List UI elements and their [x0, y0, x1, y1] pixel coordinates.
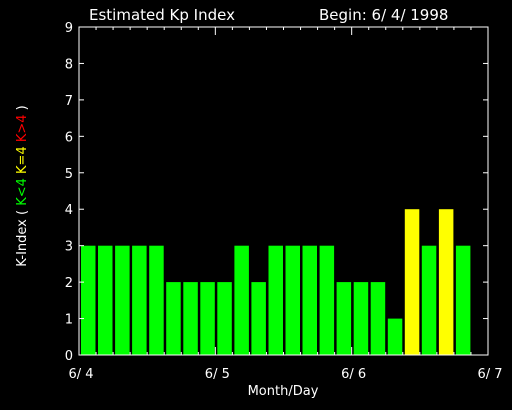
kp-bar [370, 282, 386, 355]
y-axis-label-part: K-Index ( [15, 210, 30, 267]
y-axis-label: K-Index ( K<4 K=4 K>4 ) [15, 105, 30, 267]
kp-bar [438, 209, 454, 355]
x-axis-label: Month/Day [248, 384, 319, 399]
kp-bar [353, 282, 369, 355]
kp-bar [115, 245, 130, 355]
chart-title: Estimated Kp Index [89, 6, 235, 24]
kp-bar [166, 282, 181, 355]
kp-bar [132, 245, 147, 355]
kp-bar [183, 282, 198, 355]
y-tick-label: 3 [65, 240, 73, 255]
y-tick-label: 7 [65, 94, 73, 109]
x-tick-label: 6/ 4 [68, 367, 93, 382]
kp-bar [251, 282, 266, 355]
y-axis-label-part: K>4 [15, 114, 30, 146]
y-tick-label: 9 [65, 21, 73, 36]
kp-bar [319, 245, 335, 355]
kp-bar [404, 209, 420, 355]
y-tick-label: 0 [65, 349, 73, 364]
kp-bar [285, 245, 300, 355]
y-tick-label: 8 [65, 57, 73, 72]
kp-bar [81, 245, 96, 355]
kp-bar [455, 245, 471, 355]
y-tick-label: 1 [65, 313, 73, 328]
y-tick-label: 5 [65, 167, 73, 182]
x-tick-label: 6/ 7 [477, 367, 502, 382]
y-tick-label: 4 [65, 203, 73, 218]
y-axis-label-part: ) [15, 105, 30, 114]
kp-bar [387, 318, 403, 355]
kp-bar [421, 245, 437, 355]
kp-bar [234, 245, 249, 355]
begin-date-label: Begin: 6/ 4/ 1998 [319, 6, 448, 24]
x-tick-label: 6/ 6 [341, 367, 366, 382]
y-tick-label: 2 [65, 276, 73, 291]
kp-bar [336, 282, 352, 355]
y-tick-label: 6 [65, 130, 73, 145]
y-axis-label-part: K<4 [15, 178, 30, 210]
kp-bar [302, 245, 317, 355]
kp-bar [200, 282, 215, 355]
kp-bar [268, 245, 283, 355]
kp-bar [149, 245, 164, 355]
kp-bar [98, 245, 113, 355]
plot-area: 0 1 2 3 4 5 6 7 8 9 6/ 4 6/ 5 6/ 6 6/ 7 [65, 21, 503, 382]
kp-bar [217, 282, 232, 355]
y-axis-label-part: K=4 [15, 146, 30, 178]
x-tick-label: 6/ 5 [205, 367, 230, 382]
